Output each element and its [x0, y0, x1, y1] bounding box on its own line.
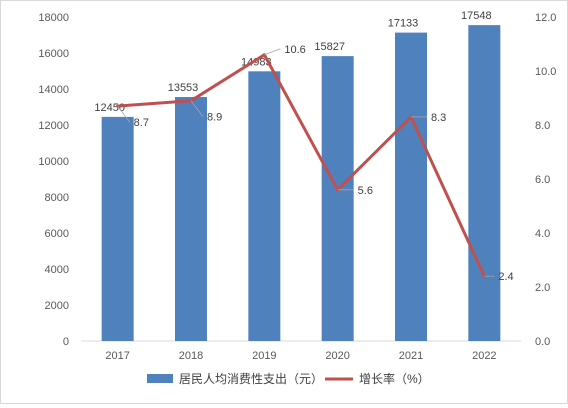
x-ticks: 2017 2018 2019 2020 2021 2022	[105, 350, 496, 362]
bar-value-label: 17133	[388, 18, 419, 30]
bar	[321, 56, 354, 341]
legend-line-label: 增长率（%）	[359, 371, 430, 386]
y-left-tick-label: 8000	[45, 192, 69, 204]
x-tick-label: 2020	[325, 350, 349, 362]
x-tick-label: 2021	[399, 350, 423, 362]
y-left-tick-label: 18000	[38, 12, 69, 24]
y-left-tick-label: 10000	[38, 156, 69, 168]
x-tick-label: 2022	[472, 350, 496, 362]
x-tick-label: 2018	[179, 350, 203, 362]
bar	[395, 32, 427, 342]
y-left-tick-label: 4000	[45, 264, 69, 276]
line-value-label: 2.4	[498, 271, 513, 283]
y-right-tick-label: 4.0	[535, 228, 550, 240]
y-right-tick-label: 6.0	[535, 174, 550, 186]
axes: 0 2000 4000 6000 8000 10000 12000 14000 16000 180…	[38, 12, 556, 348]
y-left-tick-label: 12000	[38, 120, 69, 132]
growth-series-line	[117, 53, 486, 277]
line-value-label: 8.9	[207, 112, 222, 124]
y-right-tick-label: 2.0	[535, 282, 550, 294]
y-left-tick-label: 6000	[45, 228, 69, 240]
y-right-tick-label: 8.0	[535, 120, 550, 132]
bar	[101, 116, 134, 342]
line-label-leader	[264, 48, 281, 56]
line-value-label: 5.6	[358, 185, 373, 197]
y-left-tick-label: 0	[63, 336, 69, 348]
line-label-leader	[117, 105, 130, 123]
y-left-tick-label: 2000	[45, 300, 69, 312]
bar-value-label: 12450	[94, 102, 125, 114]
bar	[248, 71, 281, 341]
legend-bar-swatch	[147, 374, 173, 383]
bar-value-label: 13553	[168, 82, 199, 94]
bar-value-label: 17548	[461, 10, 492, 22]
x-tick-label: 2017	[105, 350, 129, 362]
line-labels: 8.7 8.9 10.6 5.6 8.3 2.4	[117, 44, 514, 283]
bars	[101, 25, 501, 342]
y-right-tick-label: 12.0	[535, 12, 556, 24]
line-label-leader	[190, 100, 204, 117]
legend: 居民人均消费性支出（元） 增长率（%）	[147, 371, 430, 386]
line-value-label: 8.3	[431, 112, 446, 124]
line-value-label: 8.7	[134, 117, 149, 129]
y-left-tick-label: 14000	[38, 84, 69, 96]
y-right-tick-label: 0.0	[535, 336, 550, 348]
legend-bar-label: 居民人均消费性支出（元）	[179, 372, 323, 386]
bar	[468, 25, 501, 342]
line-value-label: 10.6	[284, 44, 305, 56]
y-right-tick-label: 10.0	[535, 66, 556, 78]
bar	[175, 97, 207, 342]
bar-value-label: 15827	[314, 41, 345, 53]
y-left-tick-label: 16000	[38, 48, 69, 60]
x-tick-label: 2019	[252, 350, 276, 362]
